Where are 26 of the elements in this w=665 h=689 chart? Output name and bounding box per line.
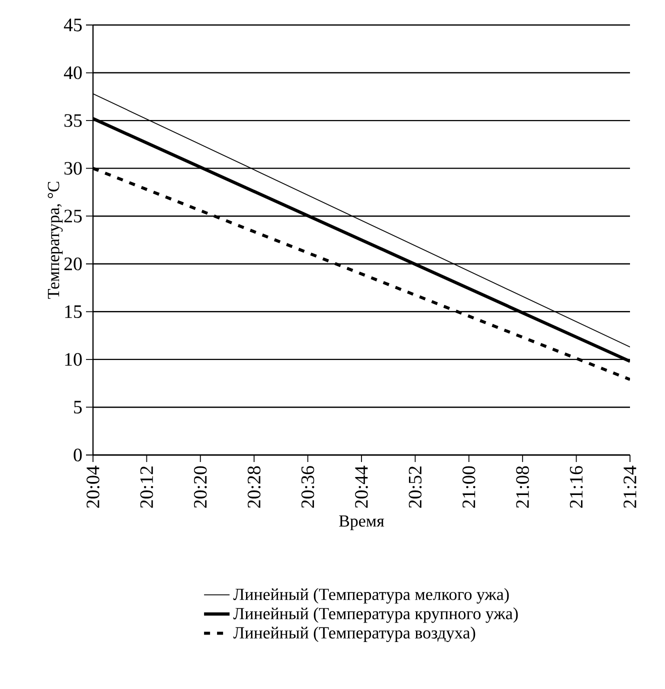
x-tick-label: 20:04 [86, 466, 100, 508]
x-tick-label: 20:52 [408, 466, 422, 508]
y-tick-label: 35 [64, 114, 82, 127]
legend-label: Линейный (Температура воздуха) [233, 626, 476, 642]
x-tick-label: 20:36 [301, 466, 314, 508]
y-tick-label: 40 [64, 66, 82, 80]
x-tick-label: 20:44 [355, 466, 368, 508]
y-tick-label: 25 [64, 210, 82, 222]
x-tick-label: 21:00 [462, 466, 476, 508]
x-axis-title: Время [339, 515, 384, 530]
y-tick-label: 0 [74, 448, 82, 462]
y-tick-label: 15 [65, 305, 82, 318]
y-tick-label: 5 [74, 400, 82, 414]
y-axis-title: Температура, °C [48, 182, 63, 299]
y-tick-label: 20 [64, 258, 82, 270]
y-tick-label: 10 [65, 353, 82, 366]
x-tick-label: 20:12 [140, 466, 154, 508]
x-tick-label: 21:08 [516, 466, 530, 508]
legend-label: Линейный (Температура мелкого ужа) [233, 588, 509, 604]
y-tick-label: 45 [64, 18, 82, 32]
x-tick-label: 21:24 [624, 466, 636, 508]
x-tick-label: 21:16 [570, 466, 583, 508]
legend-label: Линейный (Температура крупного ужа) [233, 607, 518, 623]
y-tick-label: 30 [64, 162, 82, 175]
x-tick-label: 20:20 [194, 466, 207, 508]
x-tick-label: 20:28 [248, 466, 261, 508]
